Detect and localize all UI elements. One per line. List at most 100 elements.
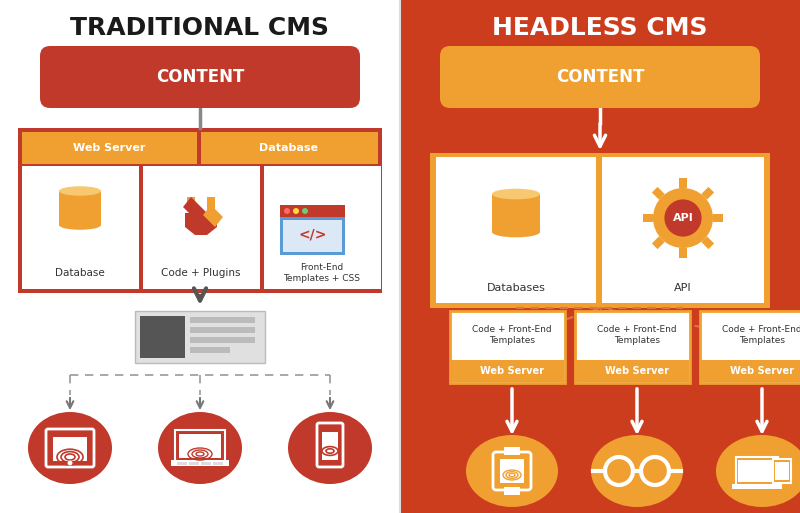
Text: API: API — [673, 213, 694, 223]
Text: Code + Front-End
Templates: Code + Front-End Templates — [722, 325, 800, 345]
Ellipse shape — [591, 435, 683, 507]
Bar — [190, 327, 255, 333]
Bar — [500, 459, 524, 483]
Polygon shape — [713, 214, 723, 222]
Point — [628, 468, 638, 474]
Text: Front-End
Templates + CSS: Front-End Templates + CSS — [283, 263, 361, 283]
Ellipse shape — [492, 227, 540, 238]
Circle shape — [293, 208, 299, 214]
Bar — [775, 462, 789, 480]
Text: CONTENT: CONTENT — [556, 68, 644, 86]
Polygon shape — [652, 187, 665, 200]
Bar — [201, 462, 211, 465]
Text: Code + Front-End
Templates: Code + Front-End Templates — [597, 325, 677, 345]
FancyBboxPatch shape — [46, 429, 94, 467]
Ellipse shape — [59, 186, 101, 196]
Ellipse shape — [466, 435, 558, 507]
Ellipse shape — [492, 217, 540, 221]
Bar — [143, 166, 260, 289]
Bar — [207, 197, 215, 211]
Ellipse shape — [28, 412, 112, 484]
Bar — [322, 432, 338, 460]
Bar — [171, 460, 229, 466]
Ellipse shape — [492, 189, 540, 200]
Ellipse shape — [492, 208, 540, 219]
Bar — [22, 132, 197, 164]
Polygon shape — [679, 178, 687, 188]
Point — [600, 468, 610, 474]
Text: CONTENT: CONTENT — [156, 68, 244, 86]
Polygon shape — [643, 214, 653, 222]
Bar — [190, 347, 230, 353]
Text: HEADLESS CMS: HEADLESS CMS — [492, 16, 708, 40]
Bar — [22, 166, 139, 289]
Text: Web Server: Web Server — [73, 143, 145, 153]
FancyBboxPatch shape — [400, 0, 800, 513]
Bar — [135, 311, 265, 363]
Ellipse shape — [59, 211, 101, 215]
Ellipse shape — [716, 435, 800, 507]
Bar — [430, 153, 770, 308]
Polygon shape — [183, 197, 211, 227]
Text: TRADITIONAL CMS: TRADITIONAL CMS — [70, 16, 330, 40]
Ellipse shape — [59, 203, 101, 213]
Bar — [190, 337, 255, 343]
Bar — [140, 316, 185, 358]
Bar — [773, 459, 791, 483]
Bar — [190, 317, 255, 323]
Ellipse shape — [492, 205, 540, 209]
Bar — [280, 205, 345, 217]
Ellipse shape — [59, 220, 101, 230]
Point — [676, 468, 686, 474]
Polygon shape — [702, 236, 714, 249]
Bar — [738, 460, 776, 482]
Ellipse shape — [288, 412, 372, 484]
Ellipse shape — [59, 201, 101, 205]
Bar — [492, 194, 540, 232]
Text: Web Server: Web Server — [605, 366, 669, 376]
FancyBboxPatch shape — [493, 452, 531, 490]
Bar — [732, 484, 782, 489]
Bar — [213, 462, 223, 465]
Bar — [451, 360, 564, 382]
Bar — [736, 457, 778, 485]
Text: </>: </> — [298, 227, 326, 241]
Bar — [201, 132, 378, 164]
Bar — [283, 220, 342, 252]
Text: API: API — [674, 283, 692, 293]
Bar — [264, 166, 381, 289]
Bar — [436, 157, 596, 303]
Bar — [450, 311, 565, 383]
Polygon shape — [702, 187, 714, 200]
Polygon shape — [652, 236, 665, 249]
Polygon shape — [185, 213, 217, 235]
Circle shape — [284, 208, 290, 214]
Bar — [179, 434, 221, 458]
Bar — [18, 128, 382, 293]
Bar — [700, 311, 800, 383]
Bar — [504, 447, 520, 455]
Circle shape — [302, 208, 308, 214]
Bar — [575, 311, 690, 383]
Circle shape — [653, 188, 713, 248]
Bar — [576, 360, 689, 382]
Point — [664, 468, 674, 474]
Polygon shape — [203, 205, 223, 227]
Text: Code + Front-End
Templates: Code + Front-End Templates — [472, 325, 552, 345]
Circle shape — [664, 200, 702, 236]
Text: Web Server: Web Server — [480, 366, 544, 376]
Text: Web Server: Web Server — [730, 366, 794, 376]
Bar — [189, 462, 199, 465]
Bar — [177, 462, 187, 465]
Bar — [602, 157, 764, 303]
Bar — [701, 360, 800, 382]
Circle shape — [67, 461, 73, 465]
Bar — [53, 437, 87, 461]
Point — [588, 468, 598, 474]
Text: Database: Database — [55, 268, 105, 278]
FancyBboxPatch shape — [440, 46, 760, 108]
FancyBboxPatch shape — [40, 46, 360, 108]
Bar — [175, 430, 225, 462]
Bar — [59, 191, 101, 225]
Point — [636, 468, 646, 474]
